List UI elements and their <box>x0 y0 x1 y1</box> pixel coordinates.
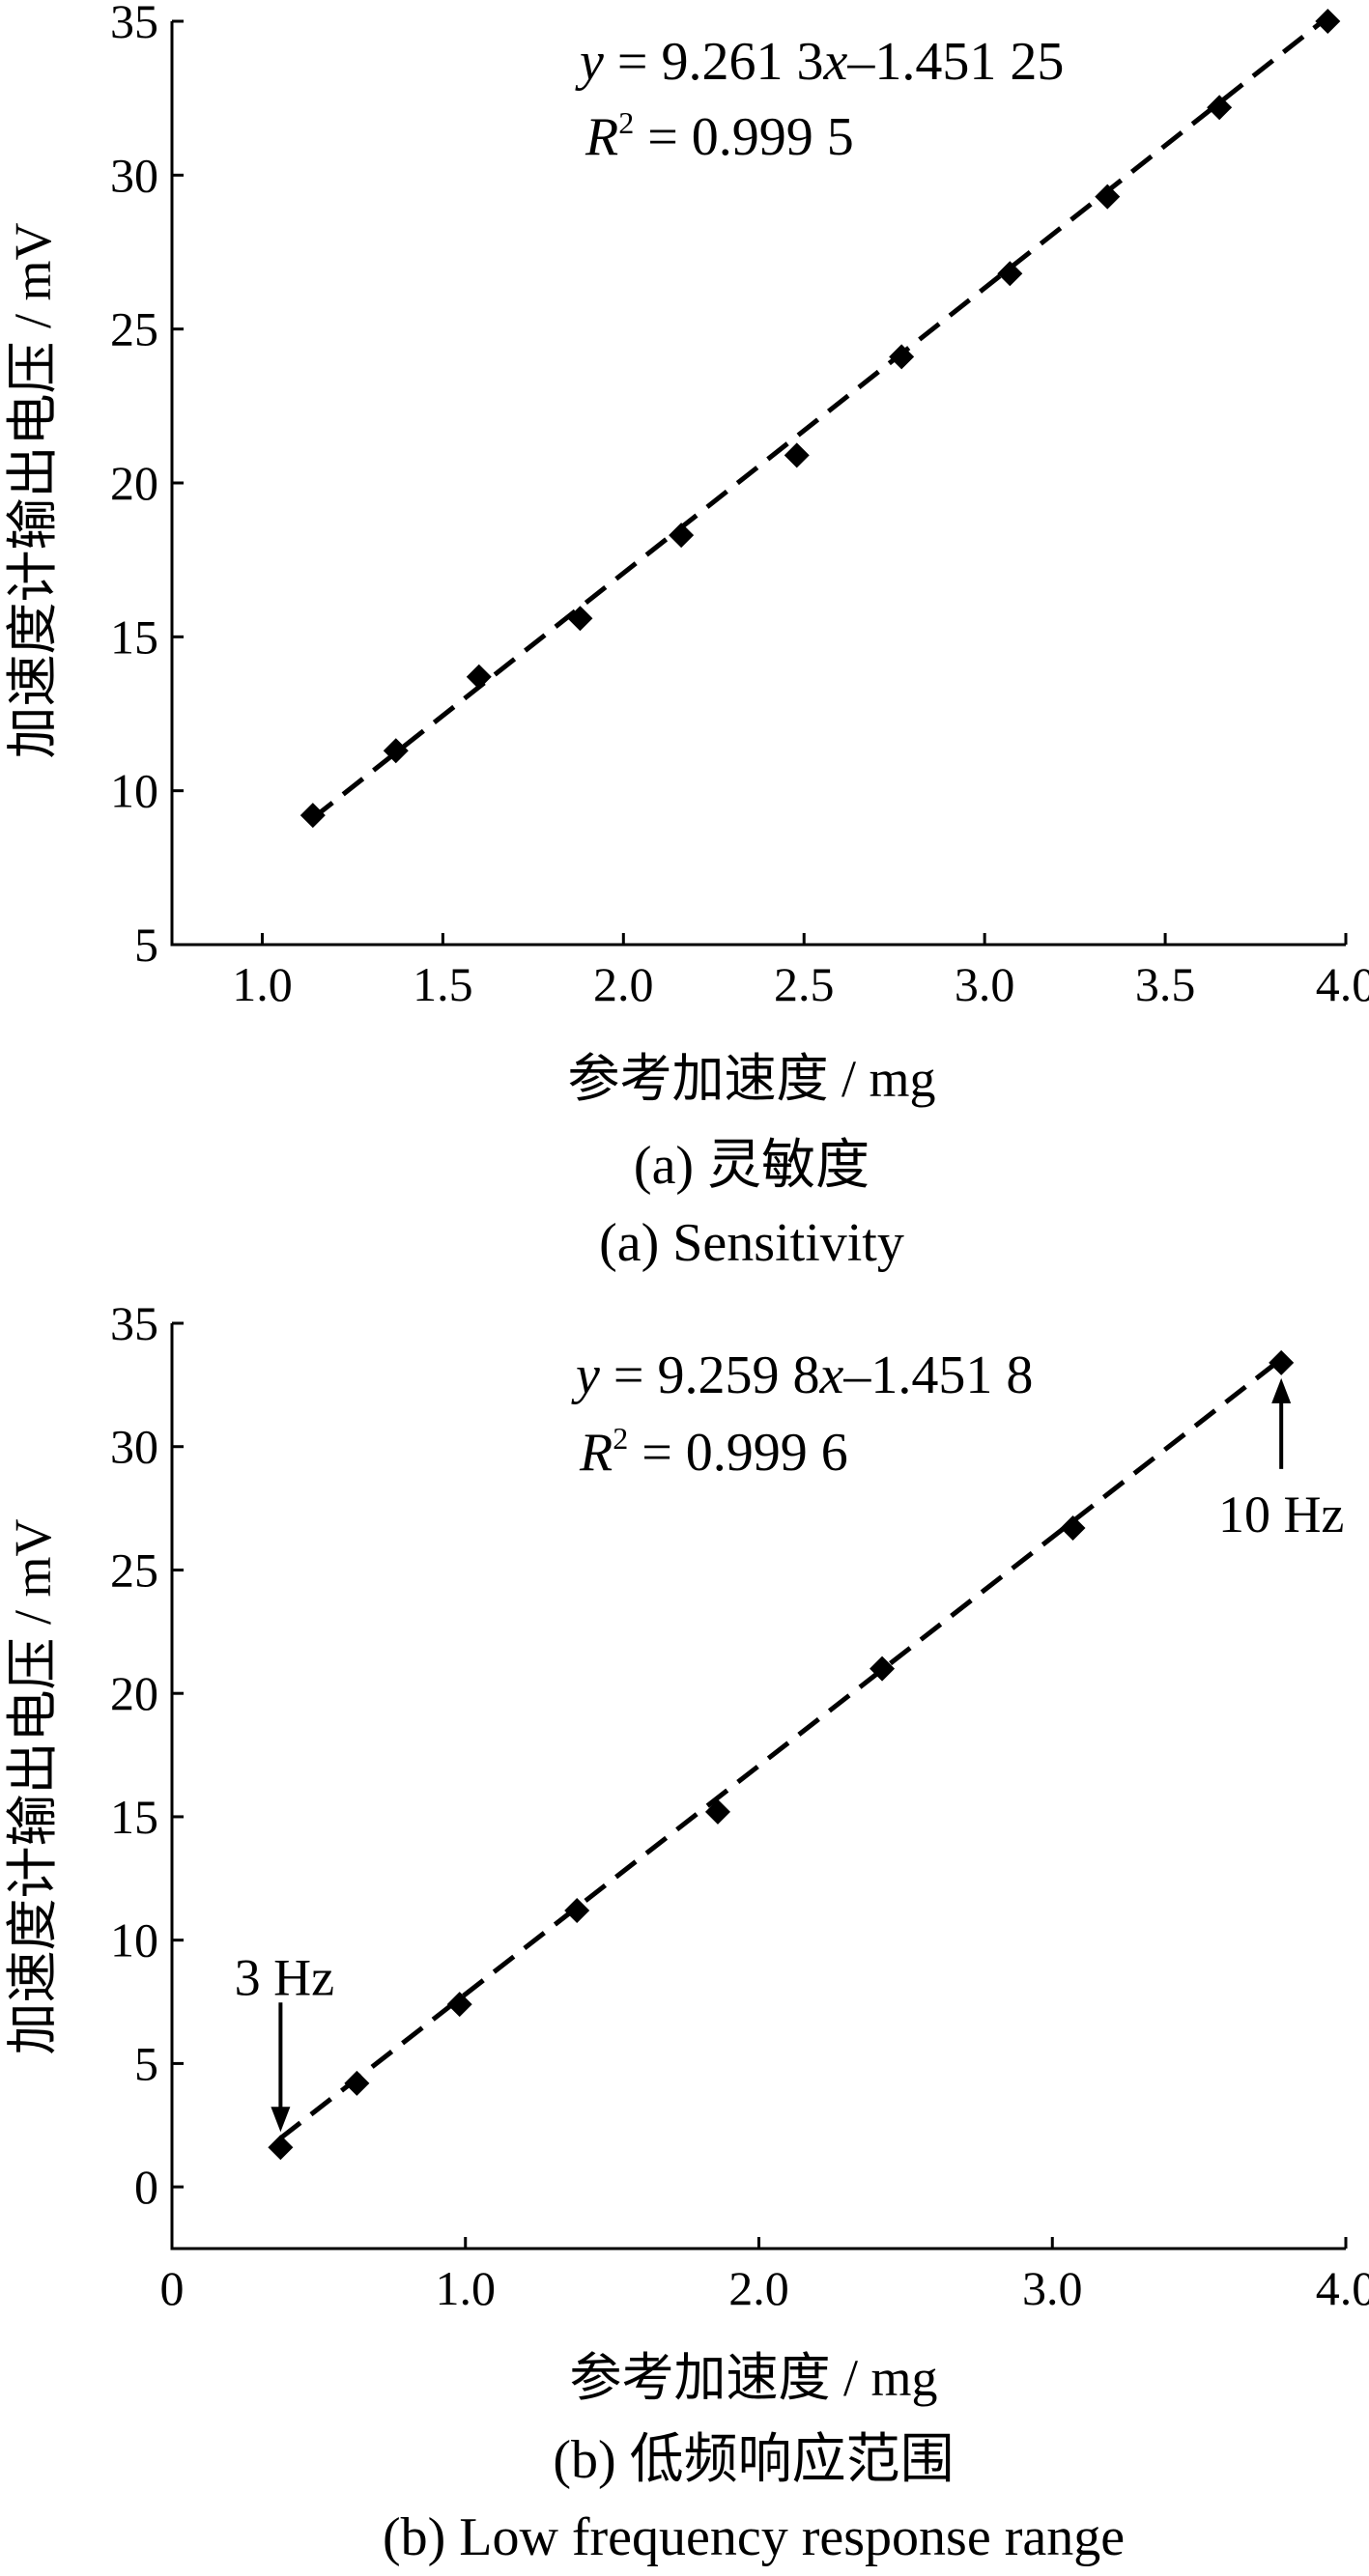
b-x-tick-label: 3.0 <box>1022 2261 1083 2315</box>
b-y-tick-label: 30 <box>110 1420 158 1474</box>
a-data-point <box>1207 95 1233 121</box>
b-data-point <box>870 1656 896 1682</box>
panel-b-x-ticks: 0 1.0 2.0 3.0 4.0 <box>160 2237 1369 2315</box>
panel-b-points <box>268 1349 1295 2161</box>
b-annotation-label: 3 Hz <box>235 1948 334 2006</box>
a-x-tick-label: 3.5 <box>1135 957 1196 1011</box>
b-data-point <box>1060 1515 1086 1542</box>
panel-b-x-axis-label: 参考加速度 / mg <box>569 2349 937 2407</box>
a-y-tick-label: 5 <box>134 918 158 972</box>
a-data-point <box>1315 9 1341 34</box>
a-data-point <box>889 344 915 370</box>
a-data-point <box>669 523 695 549</box>
panel-b-y-axis-label: 加速度计输出电压 / mV <box>4 1518 62 2054</box>
panel-a-y-axis-label: 加速度计输出电压 / mV <box>4 222 62 758</box>
panel-b-caption-en: (b) Low frequency response range <box>383 2507 1125 2567</box>
a-y-tick-label: 35 <box>110 0 158 48</box>
a-data-point <box>997 261 1023 287</box>
panel-a-equation-line2: R2 = 0.999 5 <box>585 105 854 167</box>
a-x-tick-label: 3.0 <box>955 957 1015 1011</box>
b-data-point <box>1269 1349 1295 1375</box>
a-data-point <box>567 606 593 632</box>
a-y-tick-label: 30 <box>110 148 158 202</box>
a-data-point <box>299 803 326 829</box>
b-x-tick-label: 0 <box>160 2261 185 2315</box>
b-x-tick-label: 1.0 <box>436 2261 497 2315</box>
a-x-tick-label: 2.5 <box>774 957 835 1011</box>
b-data-point <box>704 1798 730 1825</box>
b-y-tick-label: 20 <box>110 1666 158 1720</box>
a-data-point <box>1095 184 1121 210</box>
panel-a-x-ticks: 1.0 1.5 2.0 2.5 3.0 3.5 4.0 <box>232 933 1369 1011</box>
b-x-tick-label: 2.0 <box>728 2261 789 2315</box>
b-data-point <box>564 1898 590 1924</box>
b-annotation-label: 10 Hz <box>1218 1486 1344 1543</box>
a-data-point <box>466 664 492 690</box>
panel-a-caption-cn: (a) 灵敏度 <box>634 1136 870 1196</box>
b-y-tick-label: 5 <box>134 2036 158 2090</box>
a-data-point <box>383 738 409 764</box>
b-dashed-fit-line <box>278 1357 1283 2140</box>
b-y-tick-label: 25 <box>110 1543 158 1597</box>
a-y-tick-label: 20 <box>110 456 158 510</box>
panel-a-y-ticks: 5 10 15 20 25 30 35 <box>110 0 184 972</box>
panel-a-equation-line1: y = 9.261 3x–1.451 25 <box>575 32 1064 92</box>
b-x-tick-label: 4.0 <box>1316 2261 1369 2315</box>
b-y-tick-label: 10 <box>110 1913 158 1967</box>
panel-b-chart: 0 1.0 2.0 3.0 4.0 0 5 10 15 20 25 30 35 y = 9.259 8… <box>4 1296 1369 2567</box>
a-x-tick-label: 2.0 <box>593 957 654 1011</box>
panel-b-equation-line1: y = 9.259 8x–1.451 8 <box>571 1345 1033 1405</box>
a-y-tick-label: 25 <box>110 302 158 356</box>
panel-b-caption-cn: (b) 低频响应范围 <box>553 2430 954 2490</box>
b-annotation-arrowhead <box>271 2107 291 2133</box>
b-y-tick-label: 0 <box>134 2160 158 2214</box>
panel-a-x-axis-label: 参考加速度 / mg <box>567 1050 935 1108</box>
a-data-point <box>784 442 810 468</box>
a-x-tick-label: 4.0 <box>1316 957 1369 1011</box>
panel-a-chart: 1.0 1.5 2.0 2.5 3.0 3.5 4.0 5 10 15 20 25 30 35 y = … <box>4 0 1369 1273</box>
panel-a-caption-en: (a) Sensitivity <box>599 1213 904 1273</box>
b-data-point <box>344 2070 370 2096</box>
b-annotation-arrowhead <box>1271 1377 1292 1403</box>
b-y-tick-label: 35 <box>110 1296 158 1350</box>
panel-b-fit-line <box>278 1357 1283 2140</box>
panel-a-points <box>299 9 1341 829</box>
a-y-tick-label: 10 <box>110 764 158 818</box>
b-data-point <box>446 1992 472 2018</box>
b-data-point <box>268 2135 294 2161</box>
a-x-tick-label: 1.0 <box>232 957 293 1011</box>
a-y-tick-label: 15 <box>110 609 158 664</box>
panel-b-annotations: 3 Hz 10 Hz <box>235 1377 1344 2133</box>
panel-b-y-ticks: 0 5 10 15 20 25 30 35 <box>110 1296 184 2214</box>
a-x-tick-label: 1.5 <box>413 957 473 1011</box>
b-y-tick-label: 15 <box>110 1790 158 1844</box>
panel-b-equation-line2: R2 = 0.999 6 <box>579 1421 848 1483</box>
